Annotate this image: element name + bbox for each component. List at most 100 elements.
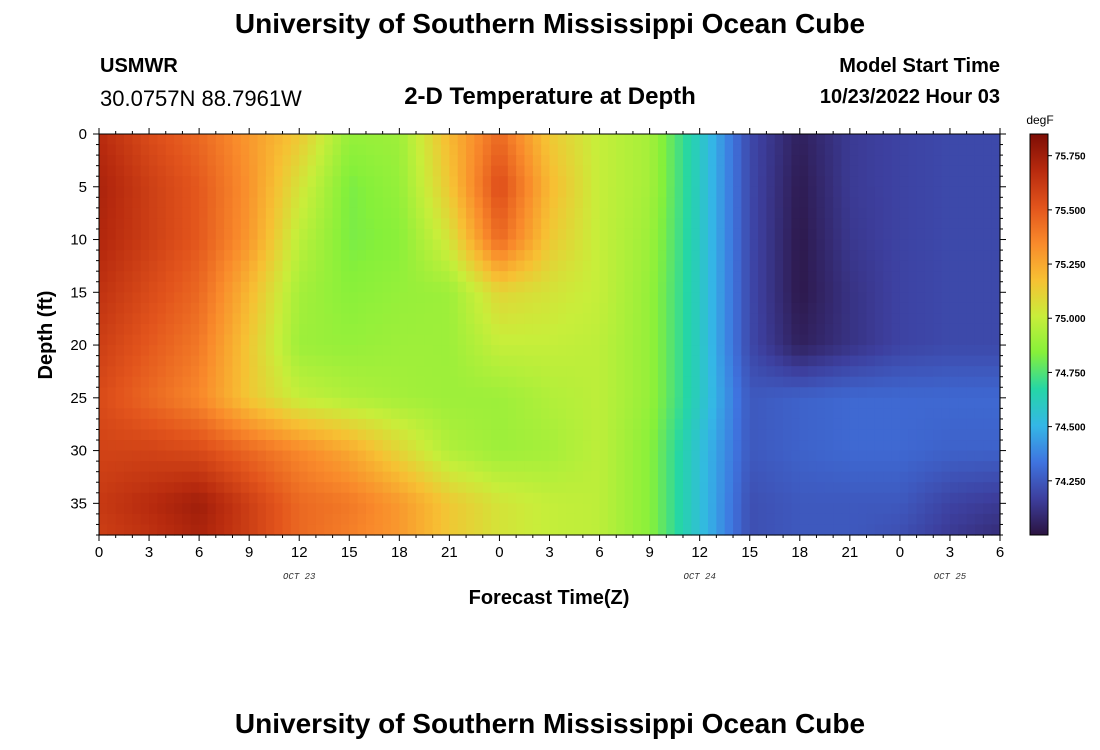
heatmap-cell bbox=[574, 355, 584, 367]
heatmap-cell bbox=[874, 471, 884, 483]
heatmap-cell bbox=[124, 397, 133, 409]
heatmap-cell bbox=[132, 440, 142, 452]
heatmap-cell bbox=[365, 313, 375, 325]
heatmap-cell bbox=[649, 165, 659, 177]
heatmap-cell bbox=[908, 513, 918, 526]
heatmap-cell bbox=[407, 176, 417, 188]
heatmap-cell bbox=[190, 207, 200, 220]
heatmap-cell bbox=[682, 461, 692, 473]
heatmap-cell bbox=[516, 334, 526, 346]
heatmap-cell bbox=[733, 429, 742, 441]
heatmap-cell bbox=[482, 134, 492, 146]
heatmap-cell bbox=[466, 239, 476, 251]
heatmap-cell bbox=[232, 134, 242, 146]
heatmap-cell bbox=[916, 271, 926, 283]
heatmap-cell bbox=[582, 176, 592, 188]
heatmap-cell bbox=[541, 387, 551, 399]
heatmap-cell bbox=[482, 355, 492, 367]
heatmap-cell bbox=[324, 418, 334, 431]
heatmap-cell bbox=[849, 366, 859, 378]
heatmap-cell bbox=[257, 186, 267, 198]
heatmap-cell bbox=[916, 165, 926, 177]
heatmap-cell bbox=[657, 429, 667, 441]
x-tick-label: 0 bbox=[495, 544, 503, 561]
heatmap-cell bbox=[741, 186, 751, 198]
heatmap-cell bbox=[958, 313, 968, 325]
heatmap-cell bbox=[541, 313, 551, 325]
heatmap-cell bbox=[883, 313, 893, 325]
heatmap-cell bbox=[758, 271, 767, 283]
colorbar bbox=[1029, 133, 1049, 536]
heatmap-cell bbox=[883, 461, 893, 473]
heatmap-cell bbox=[808, 228, 818, 241]
heatmap-cell bbox=[432, 408, 442, 420]
heatmap-cell bbox=[199, 239, 209, 251]
heatmap-cell bbox=[132, 186, 142, 198]
heatmap-cell bbox=[299, 334, 309, 346]
heatmap-cell bbox=[140, 366, 150, 378]
heatmap-cell bbox=[641, 144, 651, 156]
heatmap-cell bbox=[516, 197, 526, 209]
heatmap-cell bbox=[532, 503, 542, 515]
heatmap-cell bbox=[808, 461, 818, 473]
heatmap-cell bbox=[549, 482, 559, 494]
heatmap-cell bbox=[207, 366, 217, 378]
heatmap-cell bbox=[499, 387, 509, 399]
heatmap-cell bbox=[557, 292, 567, 304]
heatmap-cell bbox=[816, 292, 826, 304]
heatmap-cell bbox=[649, 418, 659, 431]
heatmap-cell bbox=[357, 345, 367, 357]
heatmap-cell bbox=[899, 186, 909, 198]
heatmap-cell bbox=[657, 186, 667, 198]
heatmap-cell bbox=[424, 387, 434, 399]
heatmap-cell bbox=[382, 260, 392, 272]
heatmap-cell bbox=[115, 134, 125, 146]
heatmap-cell bbox=[541, 186, 551, 198]
heatmap-cell bbox=[833, 376, 843, 388]
heatmap-cell bbox=[816, 281, 826, 293]
heatmap-cell bbox=[499, 503, 509, 515]
heatmap-cell bbox=[916, 228, 926, 241]
heatmap-cell bbox=[307, 313, 317, 325]
heatmap-cell bbox=[349, 165, 359, 177]
heatmap-cell bbox=[666, 461, 676, 473]
heatmap-cell bbox=[399, 503, 409, 515]
heatmap-cell bbox=[265, 323, 275, 336]
heatmap-cell bbox=[182, 144, 192, 156]
heatmap-cell bbox=[332, 513, 342, 526]
heatmap-cell bbox=[783, 376, 793, 388]
heatmap-cell bbox=[124, 492, 133, 504]
heatmap-cell bbox=[374, 144, 384, 156]
heatmap-cell bbox=[340, 165, 350, 177]
heatmap-cell bbox=[641, 355, 651, 367]
heatmap-cell bbox=[649, 176, 659, 188]
heatmap-cell bbox=[240, 440, 250, 452]
heatmap-cell bbox=[682, 302, 692, 314]
heatmap-cell bbox=[99, 250, 108, 262]
heatmap-cell bbox=[783, 165, 793, 177]
heatmap-cell bbox=[883, 281, 893, 293]
heatmap-cell bbox=[708, 429, 717, 441]
heatmap-cell bbox=[699, 482, 709, 494]
heatmap-cell bbox=[866, 323, 876, 336]
heatmap-cell bbox=[224, 408, 234, 420]
heatmap-cell bbox=[933, 302, 943, 314]
heatmap-cell bbox=[257, 228, 267, 241]
heatmap-cell bbox=[632, 408, 642, 420]
heatmap-cell bbox=[983, 418, 993, 431]
heatmap-cell bbox=[574, 323, 584, 336]
heatmap-cell bbox=[607, 345, 617, 357]
heatmap-cell bbox=[374, 323, 384, 336]
heatmap-cell bbox=[174, 492, 184, 504]
heatmap-cell bbox=[566, 302, 576, 314]
heatmap-cell bbox=[449, 186, 459, 198]
heatmap-cell bbox=[432, 218, 442, 230]
heatmap-cell bbox=[758, 239, 767, 251]
heatmap-cell bbox=[816, 355, 826, 367]
heatmap-cell bbox=[340, 471, 350, 483]
heatmap-cell bbox=[866, 250, 876, 262]
heatmap-cell bbox=[507, 207, 517, 220]
heatmap-cell bbox=[766, 144, 776, 156]
heatmap-cell bbox=[424, 461, 434, 473]
heatmap-cell bbox=[574, 492, 584, 504]
